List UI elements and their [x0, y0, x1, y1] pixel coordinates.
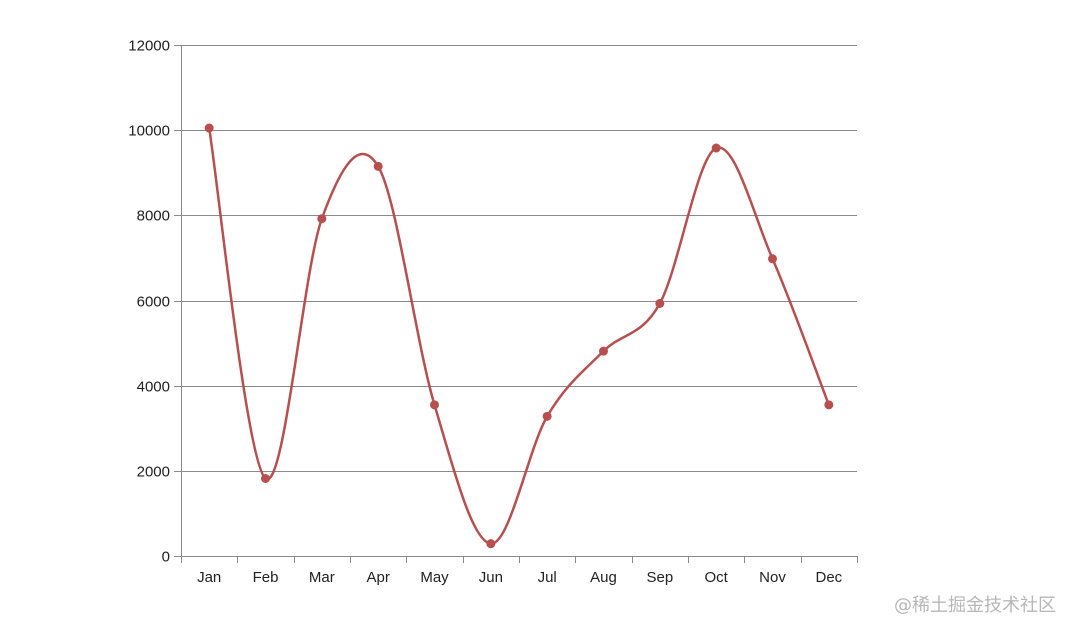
- data-point-oct[interactable]: [711, 143, 721, 153]
- line-layer: [207, 126, 831, 545]
- y-tick-label: 4000: [137, 379, 170, 396]
- point-layer: [204, 123, 834, 549]
- x-tick-label: Nov: [759, 569, 786, 586]
- x-tick-label: Oct: [704, 569, 728, 586]
- x-tick-label: Jul: [538, 569, 557, 586]
- axis-layer: [174, 45, 858, 563]
- x-tick-label: Jan: [197, 569, 221, 586]
- x-tick-label: Sep: [646, 569, 673, 586]
- watermark-text: @稀土掘金技术社区: [894, 595, 1056, 616]
- x-tick-label: Jun: [479, 569, 503, 586]
- grid-layer: [181, 45, 857, 472]
- y-tick-label: 8000: [137, 208, 170, 225]
- data-point-jul[interactable]: [542, 411, 552, 421]
- y-tick-label: 10000: [128, 123, 170, 140]
- data-point-sep[interactable]: [655, 298, 665, 308]
- y-tick-label: 2000: [137, 464, 170, 481]
- x-tick-label: Feb: [253, 569, 279, 586]
- y-tick-label: 12000: [128, 38, 170, 55]
- x-tick-label: May: [420, 569, 449, 586]
- data-point-aug[interactable]: [599, 346, 608, 356]
- data-point-dec[interactable]: [824, 400, 834, 410]
- data-point-mar[interactable]: [317, 214, 327, 224]
- y-tick-label: 6000: [137, 294, 170, 311]
- series-line: [207, 126, 831, 545]
- x-tick-label: Mar: [309, 569, 335, 586]
- data-point-nov[interactable]: [768, 254, 777, 264]
- data-point-may[interactable]: [430, 400, 439, 410]
- x-tick-label: Apr: [366, 569, 389, 586]
- data-point-jan[interactable]: [204, 123, 214, 133]
- y-tick-label: 0: [162, 549, 170, 566]
- label-layer: 0 2000 4000 6000 8000 10000 12000 Jan Feb Mar Apr M…: [128, 38, 842, 587]
- data-point-feb[interactable]: [261, 473, 270, 483]
- x-tick-label: Aug: [590, 569, 617, 586]
- x-tick-label: Dec: [815, 569, 842, 586]
- data-point-apr[interactable]: [373, 161, 383, 171]
- data-point-jun[interactable]: [486, 539, 496, 549]
